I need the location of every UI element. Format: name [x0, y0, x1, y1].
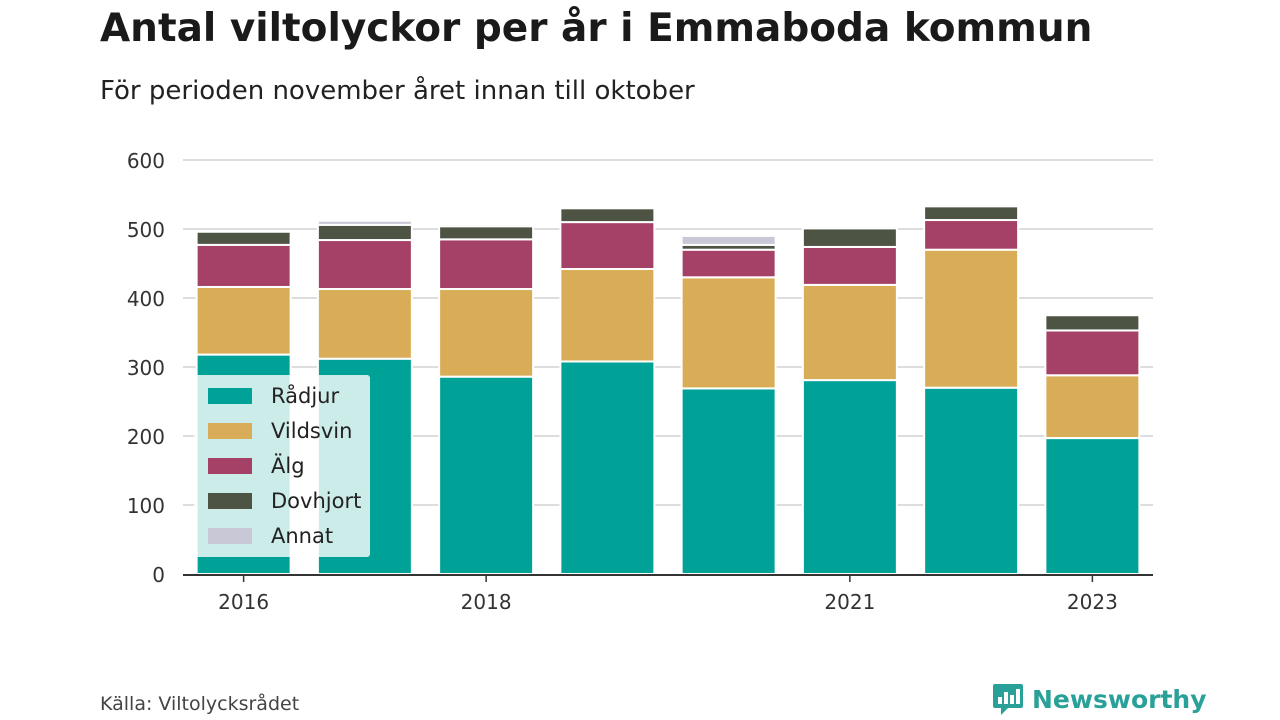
chart-subtitle: För perioden november året innan till ok… [100, 76, 695, 106]
bar-segment-vildsvin [438, 288, 535, 378]
bar-segment-annat [680, 234, 777, 246]
y-tick-label: 400 [127, 287, 165, 311]
bar-segment-rådjur [1044, 437, 1141, 575]
y-tick-label: 500 [127, 218, 165, 242]
legend-item: Annat [208, 521, 333, 551]
bar-segment-vildsvin [559, 268, 656, 363]
bar-segment-älg [195, 243, 292, 288]
bar-segment-dovhjort [1044, 314, 1141, 332]
newsworthy-logo-icon [993, 684, 1023, 715]
legend-swatch [208, 528, 252, 544]
bar-segment-älg [680, 248, 777, 279]
legend-item: Rådjur [208, 381, 339, 411]
bar-segment-dovhjort [801, 227, 898, 248]
bar-segment-rådjur [801, 379, 898, 575]
legend-swatch [208, 388, 252, 404]
bar-segment-älg [1044, 329, 1141, 377]
x-tick-label: 2018 [461, 590, 512, 614]
bar-segment-vildsvin [923, 248, 1020, 389]
x-tick-label: 2016 [218, 590, 269, 614]
x-tick-label: 2021 [824, 590, 875, 614]
chart-legend: Rådjur Vildsvin Älg Dovhjort Annat [194, 375, 370, 557]
bar-segment-annat [316, 219, 413, 226]
y-tick-label: 0 [152, 563, 165, 587]
bar-segment-rådjur [438, 375, 535, 575]
legend-label: Rådjur [271, 384, 340, 408]
bar-segment-dovhjort [438, 225, 535, 241]
bar-segment-älg [559, 221, 656, 271]
bar-segment-älg [801, 245, 898, 286]
brand-name: Newsworthy [1032, 684, 1207, 714]
bar-segment-älg [316, 239, 413, 291]
bar-segment-annat [438, 223, 535, 228]
source-note: Källa: Viltolycksrådet [100, 693, 300, 715]
legend-item: Älg [208, 451, 305, 481]
bar-segment-älg [923, 219, 1020, 251]
bar-segment-vildsvin [680, 276, 777, 390]
brand-logo: Newsworthy [992, 682, 1207, 716]
bar-segment-vildsvin [801, 283, 898, 382]
bar-segment-annat [923, 203, 1020, 208]
bar-segment-dovhjort [923, 205, 1020, 222]
bar-segment-rådjur [680, 387, 777, 576]
legend-label: Annat [271, 524, 334, 548]
y-tick-label: 600 [127, 149, 165, 173]
legend-item: Vildsvin [208, 416, 352, 446]
bar-segment-rådjur [559, 360, 656, 576]
legend-label: Vildsvin [271, 419, 353, 443]
y-tick-label: 200 [127, 425, 165, 449]
legend-label: Dovhjort [271, 489, 362, 513]
bar-segment-dovhjort [195, 230, 292, 246]
bar-segment-vildsvin [1044, 374, 1141, 440]
legend-label: Älg [271, 454, 305, 478]
bar-segment-rådjur [923, 386, 1020, 576]
legend-swatch [208, 458, 252, 474]
y-tick-label: 100 [127, 494, 165, 518]
bar-segment-dovhjort [559, 207, 656, 224]
x-tick-label: 2023 [1067, 590, 1118, 614]
bar-segment-älg [438, 238, 535, 291]
bar-segment-vildsvin [195, 285, 292, 356]
y-tick-label: 300 [127, 356, 165, 380]
legend-item: Dovhjort [208, 486, 361, 516]
bar-segment-dovhjort [316, 223, 413, 242]
bar-segment-vildsvin [316, 288, 413, 360]
legend-swatch [208, 423, 252, 439]
legend-swatch [208, 493, 252, 509]
chart-title: Antal viltolyckor per år i Emmaboda komm… [100, 6, 1093, 51]
bar-segment-annat [801, 225, 898, 230]
